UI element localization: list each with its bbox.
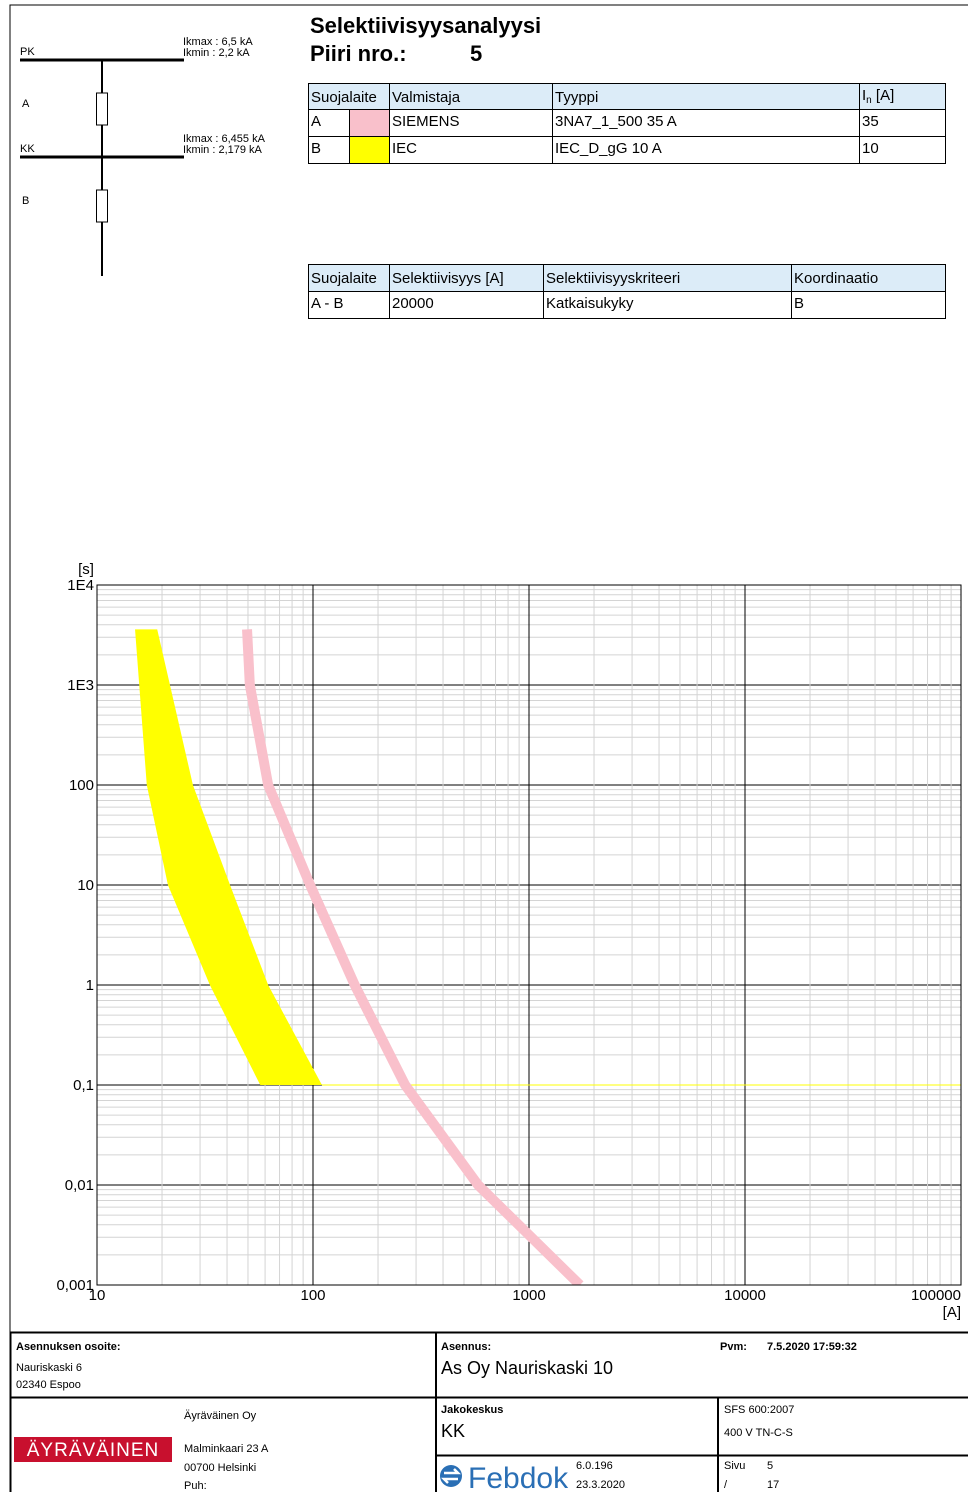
y-tick-label: 1 <box>86 977 94 994</box>
row <box>308 136 946 164</box>
y-tick-label: 100 <box>69 777 94 794</box>
software-version: 6.0.196 <box>576 1460 613 1472</box>
symbol: I <box>862 87 866 104</box>
selectivity-table: Suojalaite Selektiivisyys [A] Selektiivi… <box>308 264 946 319</box>
ikmin: Ikmin : 2,2 kA <box>183 47 250 59</box>
x-tick-label: 10000 <box>724 1287 766 1304</box>
footer: Asennuksen osoite: Nauriskaski 6 02340 E… <box>9 1331 968 1492</box>
y-tick-label: 0,001 <box>56 1277 94 1294</box>
page-label: Sivu <box>724 1460 745 1472</box>
cell: Katkaisukyky <box>546 295 634 312</box>
board-label: Jakokeskus <box>441 1404 503 1416</box>
fuse <box>96 92 108 126</box>
cell: A <box>311 113 321 130</box>
header-row <box>308 83 946 110</box>
software-logo-arrows <box>440 1468 462 1484</box>
date: 7.5.2020 17:59:32 <box>767 1341 857 1353</box>
device-label: A <box>22 98 30 110</box>
color-swatch <box>349 109 390 137</box>
x-tick-label: 1000 <box>512 1287 545 1304</box>
software-name: Febdok <box>468 1462 569 1492</box>
plot-border <box>96 584 962 1286</box>
header-cell: Suojalaite <box>311 89 377 106</box>
standard: SFS 600:2007 <box>724 1404 794 1416</box>
x-tick-label: 100000 <box>911 1287 961 1304</box>
color-swatch <box>349 136 390 164</box>
cell: A - B <box>311 295 344 312</box>
x-axis-label: [A] <box>943 1304 961 1321</box>
cell: IEC <box>392 140 417 157</box>
company-name: Äyräväinen Oy <box>184 1410 257 1422</box>
page-number: 5 <box>767 1460 773 1472</box>
company-line: 00700 Helsinki <box>184 1462 256 1474</box>
y-tick-label: 0,01 <box>65 1177 94 1194</box>
header-row <box>308 264 946 292</box>
company-logo-text: ÄYRÄVÄINEN <box>27 1440 159 1461</box>
chart: [s] [A] 0,001 0,01 0,1 1 10 100 1E3 1E4 10 100 100… <box>56 561 962 1321</box>
company-logo <box>14 1437 172 1462</box>
header-cell: In [A] <box>862 87 894 106</box>
date-label: Pvm: <box>720 1341 747 1353</box>
y-tick-label: 1E4 <box>67 577 94 594</box>
bus-label: KK <box>20 143 35 155</box>
installation: As Oy Nauriskaski 10 <box>441 1358 613 1378</box>
unit: [A] <box>872 87 895 104</box>
title: Selektiivisyysanalyysi <box>310 13 541 38</box>
curves <box>135 629 961 1285</box>
page-separator: / <box>724 1479 728 1491</box>
address-line: Nauriskaski 6 <box>16 1362 82 1374</box>
circuit-number: 5 <box>470 41 482 66</box>
fuse <box>96 189 108 223</box>
device-label: B <box>22 195 29 207</box>
devices-table: Suojalaite Valmistaja Tyyppi In [A] A SI… <box>308 83 946 164</box>
software-logo <box>440 1465 462 1487</box>
cell: B <box>794 295 804 312</box>
ikmax: Ikmax : 6,5 kA <box>183 36 253 48</box>
board: KK <box>441 1421 465 1441</box>
cell: SIEMENS <box>392 113 460 130</box>
cell: IEC_D_gG 10 A <box>555 140 662 157</box>
y-tick-label: 1E3 <box>67 677 94 694</box>
header-cell: Selektiivisyyskriteeri <box>546 270 680 287</box>
diagram: PK Ikmax : 6,5 kA Ikmin : 2,2 kA KK Ikma… <box>20 36 266 276</box>
y-tick-label: 0,1 <box>73 1077 94 1094</box>
header-cell: Suojalaite <box>311 270 377 287</box>
header-cell: Valmistaja <box>392 89 461 106</box>
software-date: 23.3.2020 <box>576 1479 625 1491</box>
header-cell: Koordinaatio <box>794 270 878 287</box>
ikmin: Ikmin : 2,179 kA <box>183 144 263 156</box>
installation-label: Asennus: <box>441 1341 491 1353</box>
trip-band <box>135 629 322 1085</box>
header-cell: Selektiivisyys [A] <box>392 270 504 287</box>
company-line: Puh: <box>184 1480 207 1492</box>
x-tick-label: 100 <box>300 1287 325 1304</box>
cell: 3NA7_1_500 35 A <box>555 113 677 130</box>
trip-curve <box>242 629 584 1285</box>
bus-label: PK <box>20 46 35 58</box>
cell: 20000 <box>392 295 434 312</box>
y-axis-label: [s] <box>78 561 94 578</box>
cell: 10 <box>862 140 879 157</box>
header-cell: Tyyppi <box>555 89 598 106</box>
company-line: Malminkaari 23 A <box>184 1443 269 1455</box>
row <box>308 291 946 319</box>
cell: B <box>311 140 321 157</box>
address-label: Asennuksen osoite: <box>16 1341 121 1353</box>
x-tick-label: 10 <box>89 1287 106 1304</box>
circuit-label: Piiri nro.: <box>310 41 407 66</box>
address-line: 02340 Espoo <box>16 1379 81 1391</box>
y-tick-label: 10 <box>77 877 94 894</box>
page-total: 17 <box>767 1479 779 1491</box>
ikmax: Ikmax : 6,455 kA <box>183 133 266 145</box>
network: 400 V TN-C-S <box>724 1427 793 1439</box>
subscript: n <box>866 95 872 106</box>
cell: 35 <box>862 113 879 130</box>
